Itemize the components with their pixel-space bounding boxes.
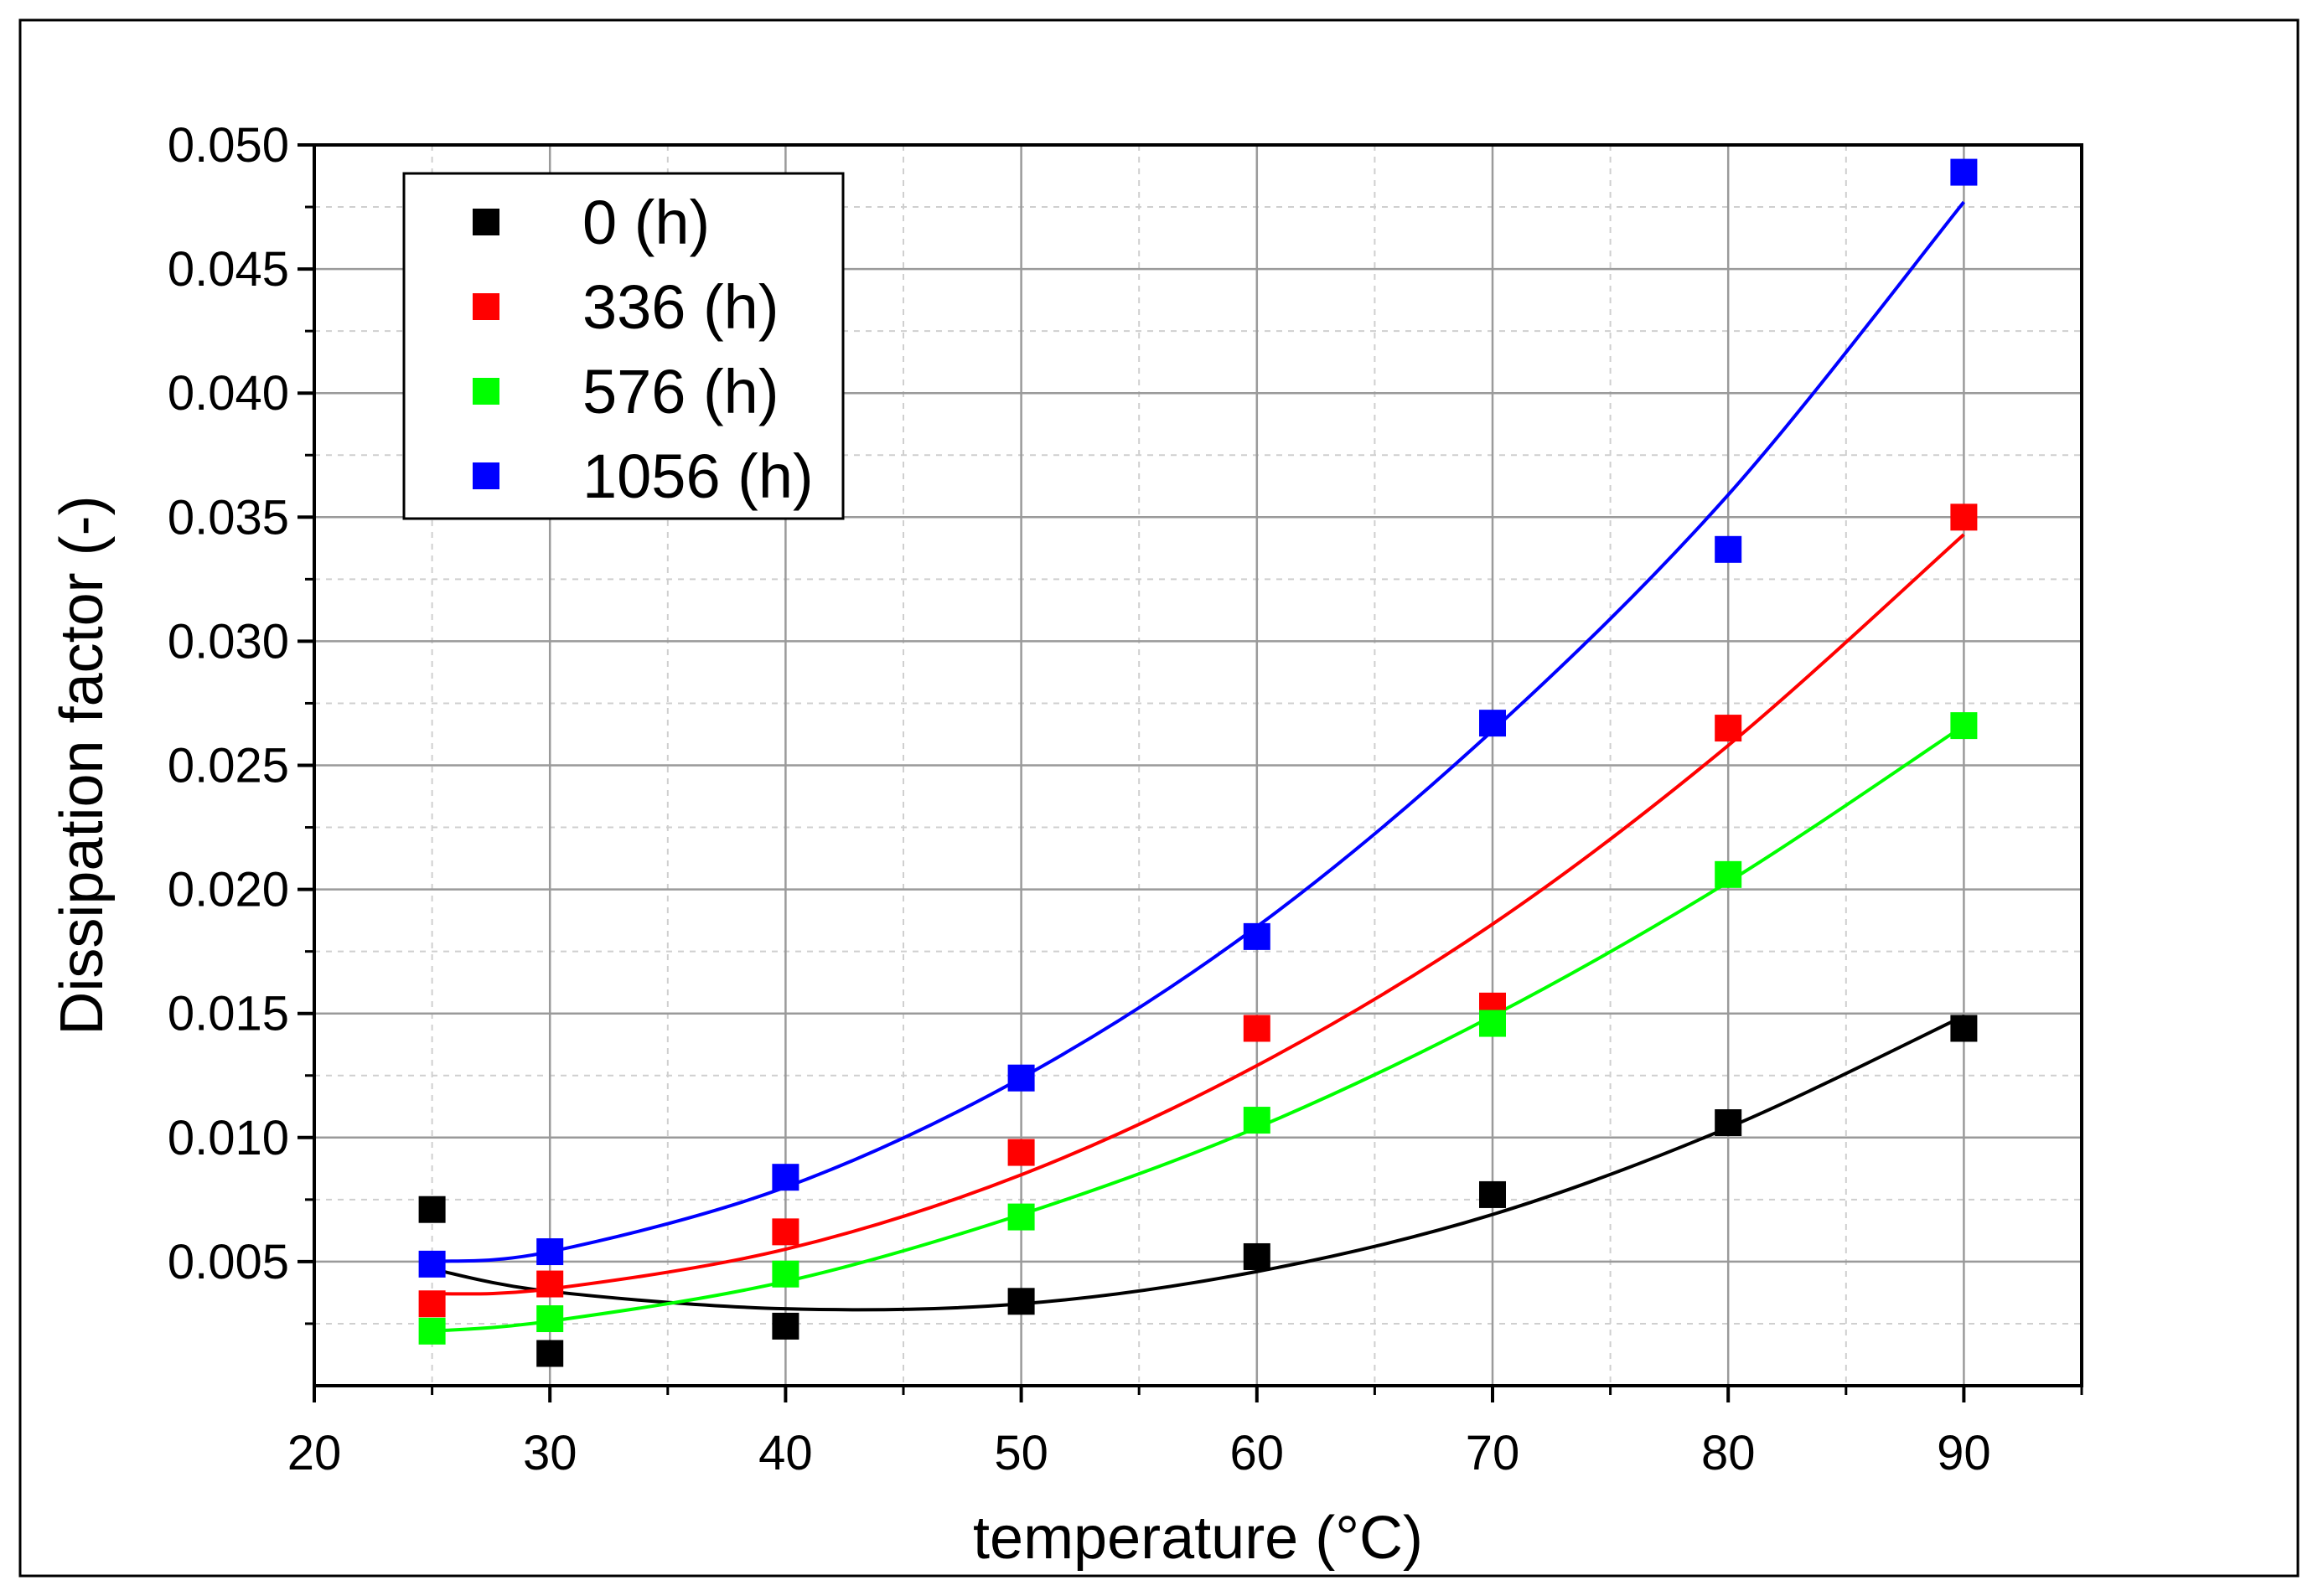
data-point xyxy=(1243,1242,1270,1270)
fit-curve-1056 xyxy=(432,200,1965,1263)
x-axis-title: temperature (°C) xyxy=(973,1505,1423,1572)
y-tick-label: 0.020 xyxy=(168,863,289,917)
y-tick-label: 0.045 xyxy=(168,242,289,297)
y-tick-label: 0.050 xyxy=(168,118,289,173)
x-tick-label: 20 xyxy=(287,1426,342,1480)
data-point xyxy=(1007,1064,1035,1092)
data-point xyxy=(1950,504,1978,531)
data-point xyxy=(1243,1107,1270,1134)
data-point xyxy=(418,1317,446,1345)
fit-curve-336 xyxy=(432,533,1965,1296)
data-point xyxy=(418,1290,446,1318)
data-point xyxy=(1715,860,1742,888)
x-tick-label: 60 xyxy=(1230,1426,1285,1480)
data-point xyxy=(1007,1203,1035,1231)
data-point xyxy=(772,1312,799,1340)
x-tick-label: 40 xyxy=(758,1426,813,1480)
data-point xyxy=(1007,1139,1035,1166)
x-tick-label: 50 xyxy=(994,1426,1048,1480)
data-point xyxy=(772,1164,799,1191)
data-point xyxy=(418,1250,446,1278)
data-point xyxy=(536,1305,564,1333)
data-points xyxy=(418,158,1978,1367)
legend-marker xyxy=(473,209,499,235)
x-tick-label: 90 xyxy=(1937,1426,1991,1480)
data-point xyxy=(418,1196,446,1223)
data-point xyxy=(1479,1180,1506,1208)
data-point xyxy=(1479,710,1506,737)
data-point xyxy=(536,1238,564,1266)
legend-label: 336 (h) xyxy=(582,272,779,342)
y-tick-label: 0.035 xyxy=(168,490,289,545)
data-point xyxy=(1243,1015,1270,1042)
y-tick-label: 0.005 xyxy=(168,1235,289,1289)
data-point xyxy=(1479,1010,1506,1037)
data-point xyxy=(536,1270,564,1298)
legend: 0 (h) 336 (h) 576 (h) 1056 (h) xyxy=(402,172,845,520)
legend-marker xyxy=(473,378,499,405)
x-tick-label: 30 xyxy=(523,1426,577,1480)
data-point xyxy=(1950,712,1978,740)
y-axis-title: Dissipation factor (-) xyxy=(49,495,116,1035)
data-point xyxy=(1715,1109,1742,1137)
data-point xyxy=(1007,1288,1035,1315)
y-tick-label: 0.030 xyxy=(168,614,289,669)
data-point xyxy=(536,1340,564,1367)
legend-label: 1056 (h) xyxy=(582,442,814,511)
data-point xyxy=(1950,158,1978,186)
legend-label: 576 (h) xyxy=(582,357,779,426)
axes: 20 30 40 50 60 70 80 90 0.005 0.010 0.015 0.020 0.02… xyxy=(168,118,2083,1480)
legend-marker xyxy=(473,293,499,320)
x-tick-label: 70 xyxy=(1466,1426,1520,1480)
y-tick-label: 0.010 xyxy=(168,1111,289,1165)
legend-label: 0 (h) xyxy=(582,188,710,257)
y-tick-label: 0.015 xyxy=(168,987,289,1041)
data-point xyxy=(1243,922,1270,950)
data-point xyxy=(1715,535,1742,563)
data-point xyxy=(1950,1015,1978,1042)
y-tick-label: 0.040 xyxy=(168,366,289,421)
data-point xyxy=(772,1218,799,1246)
y-tick-label: 0.025 xyxy=(168,739,289,793)
legend-marker xyxy=(473,462,499,489)
x-tick-label: 80 xyxy=(1701,1426,1756,1480)
data-point xyxy=(1715,715,1742,742)
data-point xyxy=(772,1260,799,1288)
